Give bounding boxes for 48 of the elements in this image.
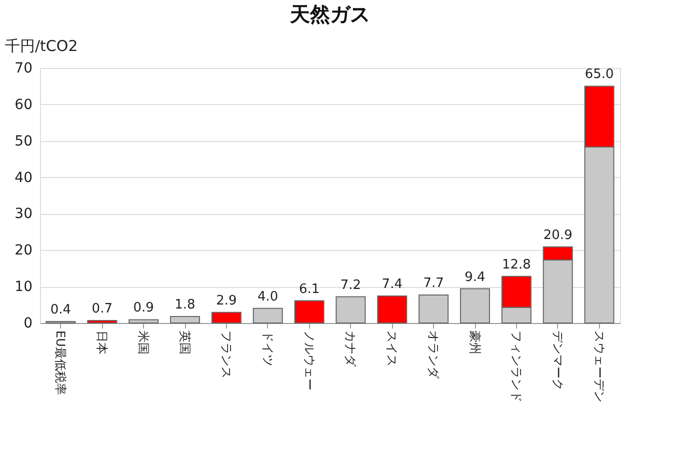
x-tick-label: ノルウェー	[302, 330, 316, 390]
x-tick-label: ドイツ	[260, 330, 275, 366]
y-tick-label: 20	[14, 242, 32, 259]
y-tick-label: 30	[14, 206, 32, 222]
bar	[128, 319, 159, 324]
y-tick-label: 40	[14, 170, 32, 186]
total-label: 20.9	[543, 228, 572, 243]
bar	[170, 316, 200, 324]
x-tick-label: 豪州	[468, 330, 482, 354]
chart-title: 天然ガス	[289, 2, 370, 26]
x-tick-label: フランス	[219, 330, 234, 378]
total-label: 7.4	[382, 277, 402, 292]
x-tick-label: オランダ	[426, 330, 441, 380]
total-label: 0.7	[92, 301, 112, 316]
total-label: 0.4	[50, 302, 72, 318]
total-label: 12.8	[502, 257, 531, 272]
bar	[460, 288, 490, 324]
y-axis-title: 千円/tCO2	[5, 37, 78, 55]
x-tick-label: 英国	[178, 330, 192, 354]
bar	[87, 320, 118, 324]
x-tick-label: カナダ	[344, 330, 358, 368]
bar	[418, 294, 449, 324]
x-tick-label: スイス	[385, 330, 400, 366]
x-tick-label: EU最低税率	[54, 330, 68, 395]
total-label: 1.8	[174, 297, 196, 312]
total-label: 65.0	[584, 67, 614, 82]
x-tick-label: デンマーク	[550, 330, 565, 390]
total-label: 0.9	[133, 300, 154, 316]
bar	[377, 296, 408, 324]
total-label: 7.7	[423, 276, 444, 291]
y-tick-label: 70	[14, 60, 32, 76]
bar	[211, 312, 242, 324]
x-tick-label: 日本	[95, 330, 110, 354]
x-tick-label: フィンランド	[509, 330, 524, 402]
bar	[252, 308, 283, 324]
bar	[336, 296, 366, 324]
total-label: 7.2	[340, 278, 362, 293]
total-label: 4.0	[258, 289, 278, 304]
y-tick-label: 50	[14, 133, 32, 150]
total-label: 2.9	[216, 293, 237, 308]
y-tick-label: 10	[14, 279, 32, 296]
y-tick-label: 60	[14, 96, 32, 113]
x-tick-label: スウェーデン	[592, 330, 606, 402]
y-tick-label: 0	[24, 316, 32, 332]
total-label: 6.1	[298, 282, 320, 297]
bar	[294, 300, 324, 324]
x-tick-label: 米国	[136, 330, 151, 354]
total-label: 9.4	[464, 270, 486, 285]
